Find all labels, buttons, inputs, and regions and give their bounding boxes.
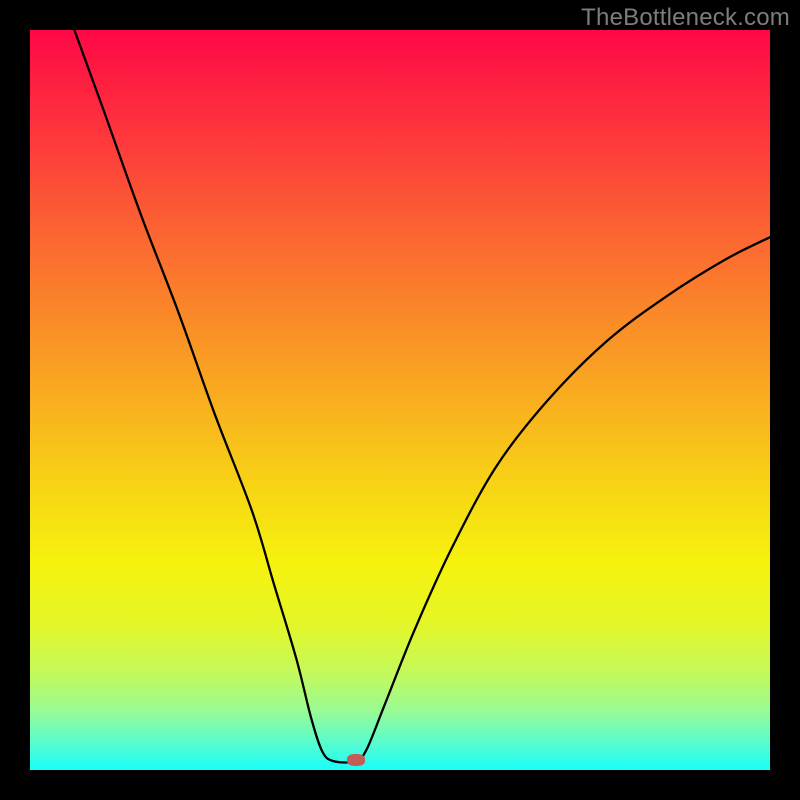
watermark-text: TheBottleneck.com <box>581 4 790 32</box>
minimum-marker <box>347 754 365 766</box>
bottleneck-curve <box>30 30 770 770</box>
chart-frame: TheBottleneck.com <box>0 0 800 800</box>
plot-area <box>30 30 770 770</box>
